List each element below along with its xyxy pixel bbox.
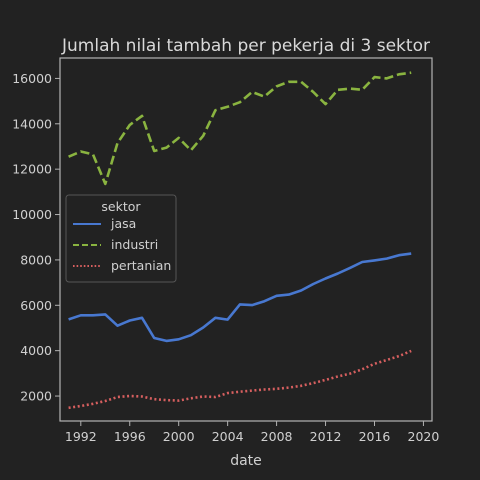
y-tick-label: 8000 <box>20 252 52 267</box>
series-line-pertanian <box>68 349 412 410</box>
y-tick-label: 10000 <box>12 207 52 222</box>
legend-label-pertanian: pertanian <box>111 258 171 273</box>
y-tick-label: 14000 <box>12 116 52 131</box>
series-line-jasa <box>68 252 412 343</box>
chart-title: Jumlah nilai tambah per pekerja di 3 sek… <box>61 36 430 56</box>
x-axis-ticks: 1992 1996 2000 2004 2008 2012 2016 2020 <box>65 421 439 444</box>
y-tick-label: 16000 <box>12 71 52 86</box>
legend-label-jasa: jasa <box>110 216 136 231</box>
x-tick-label: 2016 <box>359 429 391 444</box>
x-tick-label: 2004 <box>212 429 244 444</box>
x-tick-label: 1996 <box>114 429 146 444</box>
y-tick-label: 6000 <box>20 298 52 313</box>
legend-box <box>65 194 177 283</box>
x-tick-label: 2020 <box>408 429 440 444</box>
y-tick-label: 2000 <box>20 389 52 404</box>
x-tick-label: 1992 <box>65 429 97 444</box>
legend-title: sektor <box>101 199 141 214</box>
legend-label-industri: industri <box>111 237 158 252</box>
x-tick-label: 2012 <box>310 429 342 444</box>
y-tick-label: 12000 <box>12 162 52 177</box>
y-tick-label: 4000 <box>20 343 52 358</box>
x-axis-label: date <box>230 453 262 469</box>
series-line-industri <box>68 71 412 186</box>
y-axis-ticks: 2000 4000 6000 8000 10000 12000 14000 16000 <box>12 71 60 404</box>
series-lines <box>68 71 412 410</box>
x-tick-label: 2000 <box>163 429 195 444</box>
legend: sektor jasa industri pertanian <box>65 194 177 283</box>
x-tick-label: 2008 <box>261 429 293 444</box>
